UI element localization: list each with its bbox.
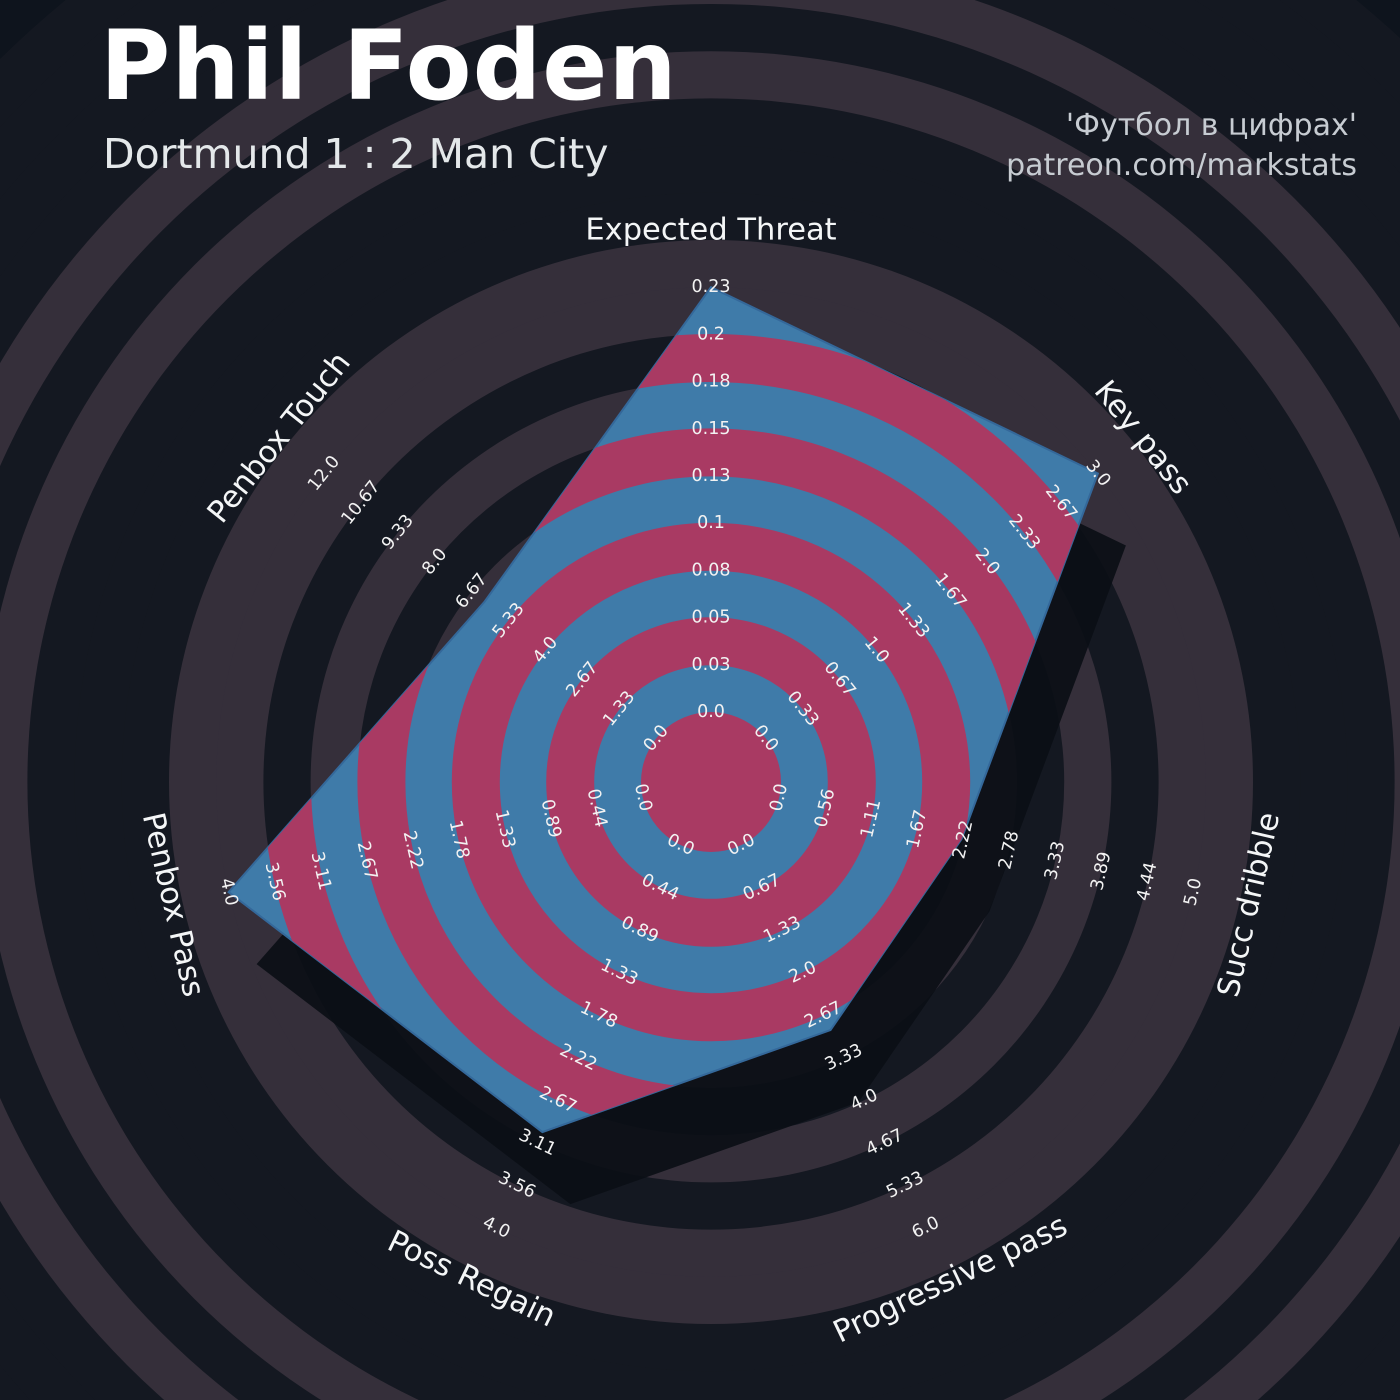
tick-label: 0.13 — [692, 466, 731, 486]
tick-label: 0.03 — [692, 655, 731, 675]
tick-label: 0.23 — [692, 277, 731, 297]
inner-ring-center — [641, 712, 781, 852]
axis-title: Expected Threat — [585, 213, 836, 248]
tick-label: 0.15 — [692, 419, 731, 439]
page-title: Phil Foden — [100, 10, 678, 122]
inner-ring — [451, 522, 971, 1042]
tick-label: 0.18 — [692, 372, 731, 392]
credit-patreon-url: patreon.com/markstats — [1006, 148, 1357, 183]
tick-label: 0.05 — [692, 608, 731, 628]
tick-label: 0.1 — [697, 513, 725, 533]
tick-label: 0.08 — [692, 560, 731, 580]
credit-brand: 'Футбол в цифрах' — [1065, 108, 1357, 143]
inner-ring — [546, 617, 876, 947]
tick-label: 0.0 — [697, 702, 725, 722]
match-score-subtitle: Dortmund 1 : 2 Man City — [103, 130, 609, 178]
tick-label: 0.2 — [697, 324, 725, 344]
